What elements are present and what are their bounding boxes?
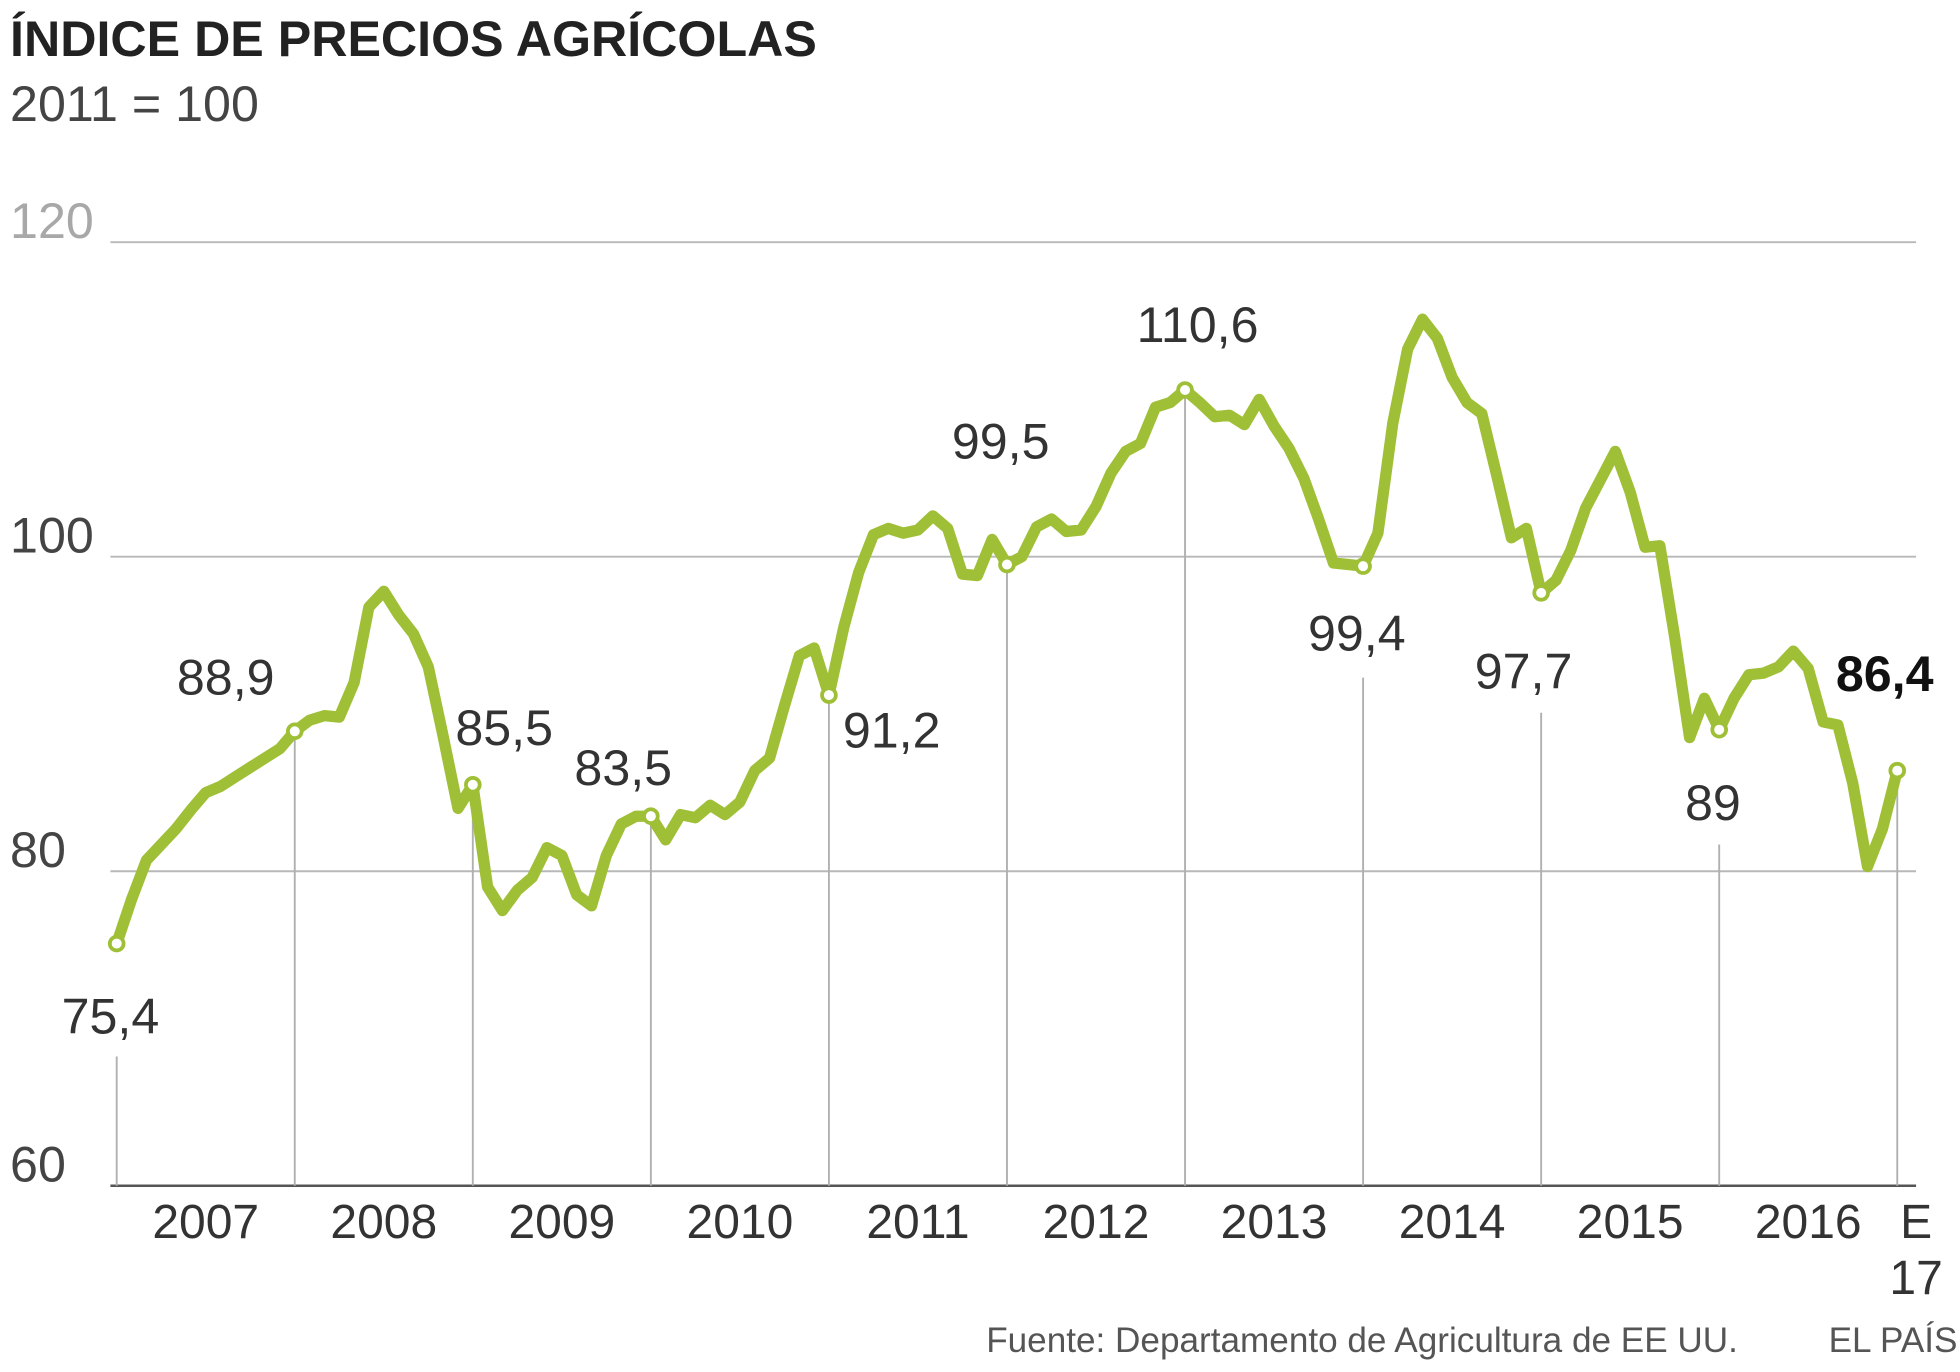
chart-title: ÍNDICE DE PRECIOS AGRÍCOLAS <box>10 11 817 67</box>
y-tick-label: 60 <box>10 1136 66 1192</box>
point-marker <box>820 686 838 704</box>
point-marker <box>1532 584 1550 602</box>
point-marker <box>1888 761 1907 780</box>
value-label: 89 <box>1685 775 1741 831</box>
x-tick-label: 2007 <box>152 1195 260 1249</box>
value-label: 85,5 <box>455 700 553 756</box>
y-tick-label: 120 <box>10 193 94 249</box>
chart-subtitle: 2011 = 100 <box>10 76 259 132</box>
point-marker <box>1176 381 1194 399</box>
highlights: 75,4 88,9 85,5 83,5 91,2 99,5 110,6 99,4 97,7 89 8… <box>62 297 1934 1186</box>
point-marker <box>1354 557 1372 575</box>
x-tick-label: 2013 <box>1220 1195 1328 1249</box>
x-tick-label: 2011 <box>866 1195 970 1249</box>
point-marker <box>107 934 126 953</box>
value-label: 88,9 <box>177 650 275 706</box>
point-marker <box>285 722 304 741</box>
point-marker <box>998 555 1016 574</box>
x-tick-label: 2014 <box>1398 1195 1506 1249</box>
x-tick-label: 2015 <box>1576 1195 1684 1249</box>
y-tick-label: 80 <box>10 822 66 878</box>
x-tick-label: 2016 <box>1754 1195 1862 1249</box>
point-marker <box>1710 720 1728 739</box>
point-marker <box>642 807 660 825</box>
x-tick-label: 2012 <box>1042 1195 1150 1249</box>
value-label: 110,6 <box>1137 297 1259 353</box>
credit: EL PAÍS <box>1829 1321 1958 1360</box>
x-tick-label: 2008 <box>330 1195 438 1249</box>
x-tick-label: 2010 <box>686 1195 794 1249</box>
grid <box>110 241 1917 1188</box>
point-marker <box>464 775 482 794</box>
value-label: 83,5 <box>574 740 672 796</box>
source-note: Fuente: Departamento de Agricultura de E… <box>986 1321 1738 1360</box>
x-tick-label: E 17 <box>1889 1195 1943 1305</box>
value-label: 99,5 <box>952 414 1050 470</box>
value-label: 86,4 <box>1836 646 1934 702</box>
y-tick-label: 100 <box>10 507 94 563</box>
x-tick-label: 2009 <box>508 1195 616 1249</box>
value-label: 97,7 <box>1475 643 1573 699</box>
value-label: 91,2 <box>843 702 941 758</box>
value-label: 75,4 <box>62 988 160 1044</box>
value-label: 99,4 <box>1308 606 1406 662</box>
